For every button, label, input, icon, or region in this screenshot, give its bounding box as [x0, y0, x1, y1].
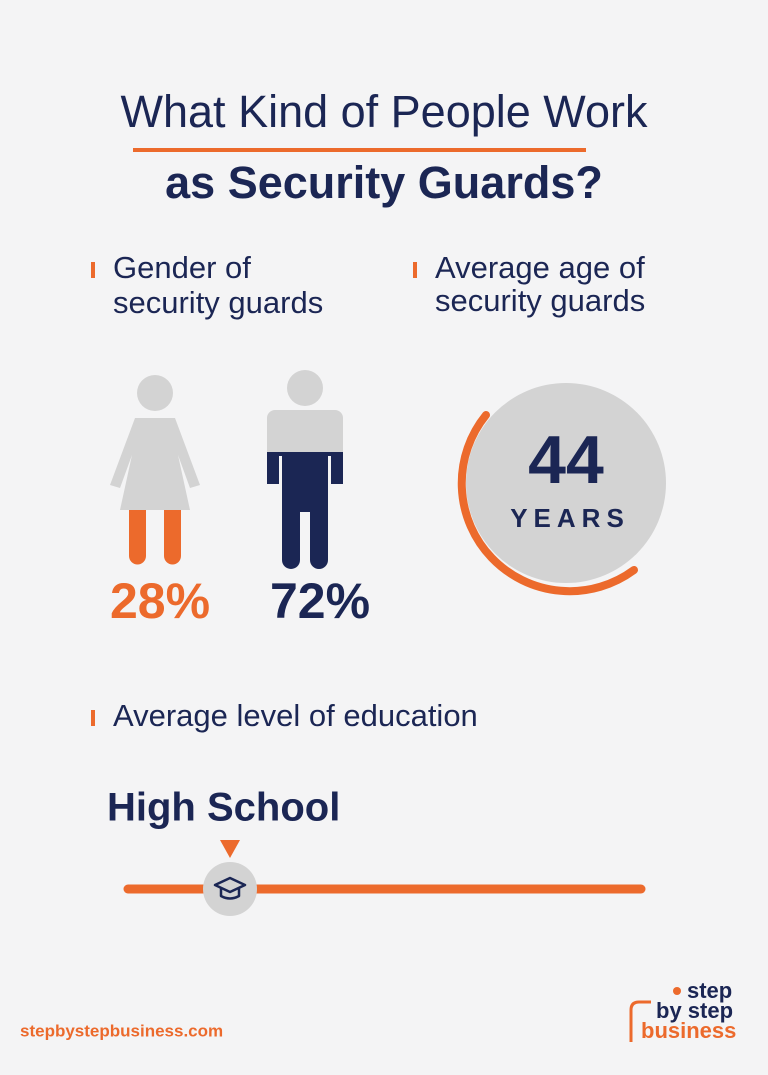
- age-circle: [466, 383, 666, 583]
- pointer: [220, 840, 240, 858]
- marker: [91, 710, 95, 726]
- logo-word: step: [687, 978, 732, 1003]
- marker: [413, 262, 417, 278]
- section-label: Average age of: [435, 250, 645, 285]
- section-label: security guards: [435, 283, 645, 318]
- logo-word: by step: [656, 998, 733, 1023]
- age-value: 44: [528, 422, 604, 498]
- section-label: Gender of: [113, 250, 251, 285]
- section-label: Average level of education: [113, 698, 478, 733]
- logo-word: business: [641, 1018, 736, 1043]
- education-value: High School: [107, 786, 340, 830]
- marker: [91, 262, 95, 278]
- male-share: 72%: [270, 573, 370, 629]
- title-line: as Security Guards?: [165, 157, 603, 208]
- title-line: What Kind of People Work: [121, 86, 648, 137]
- age-unit: YEARS: [510, 503, 630, 533]
- female-figure: [110, 375, 200, 565]
- female-share: 28%: [110, 573, 210, 629]
- male-figure: [267, 370, 343, 569]
- cap-icon: [213, 876, 247, 900]
- education-marker: [203, 862, 257, 916]
- section-label: security guards: [113, 285, 323, 320]
- footer-url: stepbystepbusiness.com: [20, 1021, 223, 1040]
- age-arc: [457, 411, 638, 596]
- logo: step by step business: [629, 978, 736, 1043]
